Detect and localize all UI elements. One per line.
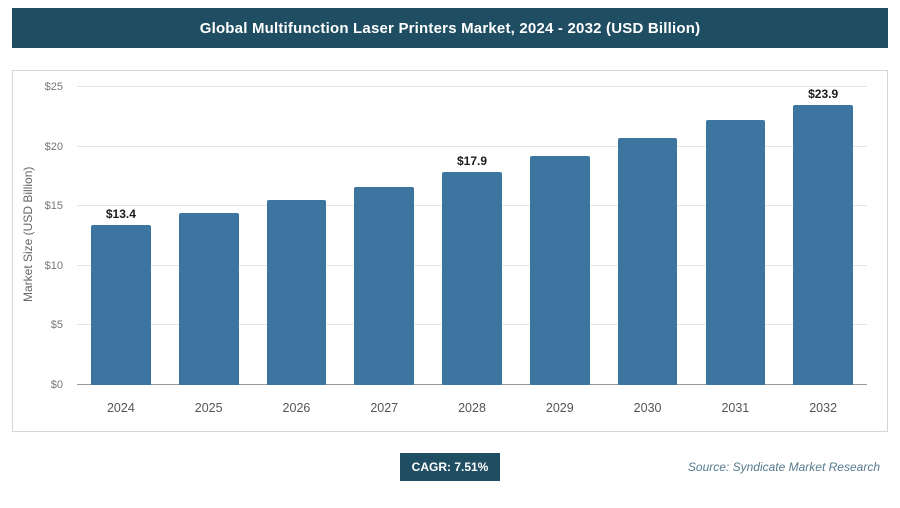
bar [178,213,239,385]
x-tick-label: 2028 [458,401,486,415]
footer: CAGR: 7.51% Source: Syndicate Market Res… [12,452,888,482]
bar-chart: Market Size (USD Billion) $0 $5 $10 $15 $20 $… [12,70,888,432]
bar [91,225,151,385]
bar-value-label: $23.9 [808,87,839,101]
chart-title-bar: Global Multifunction Laser Printers Mark… [12,8,888,48]
x-tick-label: 2031 [721,401,750,415]
bar-column [253,87,341,385]
bar-column [165,87,253,385]
bar [617,138,678,385]
bar [529,156,590,385]
x-tick-label: 2032 [809,401,838,415]
y-tick-label: $5 [50,319,63,332]
gridline [77,145,867,147]
bar-column [604,87,692,385]
bars: $13.4 $17.9 $23.9 [77,87,867,385]
bar [266,200,327,385]
x-tick-label: 2026 [282,401,311,415]
gridline [77,86,867,87]
x-tick-label: 2024 [106,401,135,415]
y-ticks: $0 $5 $10 $15 $20 $25 [13,81,71,391]
bar-column: $13.4 [77,87,165,385]
page-title: Global Multifunction Laser Printers Mark… [199,19,701,37]
cagr-badge: CAGR: 7.51% [399,453,501,481]
bar-column [691,87,779,385]
bar [442,171,502,385]
bar-column: $23.9 [779,87,867,385]
page: Global Multifunction Laser Printers Mark… [0,8,900,508]
bar-column [516,87,604,385]
y-tick-label: $10 [44,259,63,272]
x-tick-label: 2027 [370,401,399,415]
x-tick-label: 2029 [545,401,574,415]
bar [793,105,853,385]
x-tick-label: 2030 [633,401,662,415]
y-tick-label: $20 [44,140,63,153]
bar-value-label: $13.4 [105,207,136,222]
bar-value-label: $17.9 [457,153,488,168]
y-tick-label: $0 [50,379,63,391]
y-tick-label: $15 [44,200,63,213]
x-labels: 2024 2025 2026 2027 2028 2029 2030 2031 2032 [77,397,867,419]
source-text: Source: Syndicate Market Research [687,460,880,474]
plot-area: $13.4 $17.9 $23.9 [77,86,867,385]
bar-column: $17.9 [428,87,516,385]
bar [705,120,766,385]
y-tick-label: $25 [44,81,63,93]
x-tick-label: 2025 [194,401,223,415]
bar [354,187,415,385]
bar-column [340,87,428,385]
